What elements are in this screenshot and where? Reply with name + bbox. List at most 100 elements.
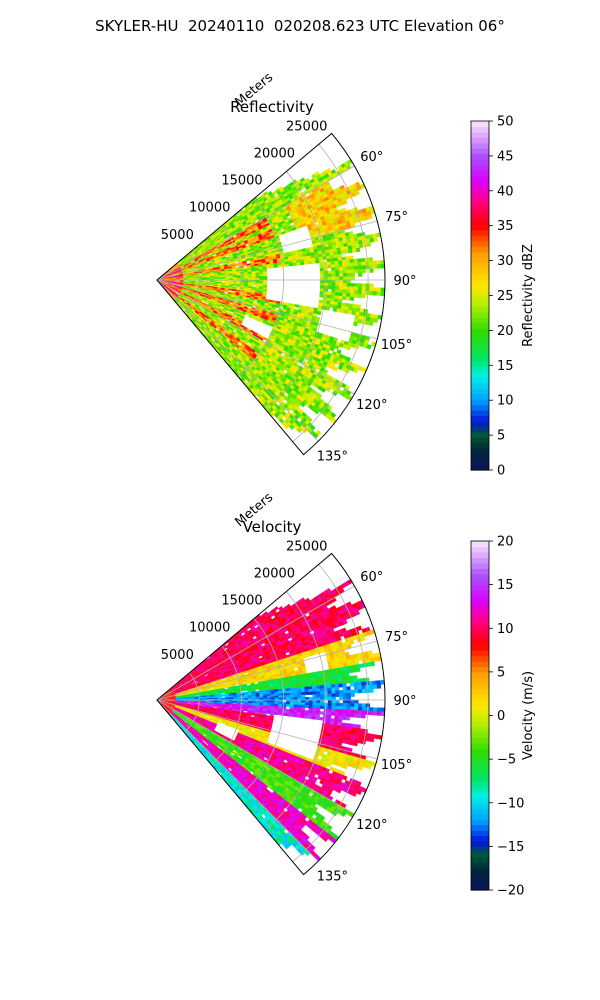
colorbar-segment: [471, 333, 489, 340]
field-cell: [316, 310, 322, 316]
field-cell: [331, 285, 336, 290]
field-cell: [360, 257, 366, 263]
field-cell: [315, 259, 320, 264]
field-cell: [338, 289, 344, 294]
field-cell: [368, 260, 374, 266]
field-cell: [277, 264, 282, 268]
field-cell: [355, 247, 361, 253]
field-cell: [330, 264, 336, 269]
colorbar-tick-label: 35: [497, 219, 514, 234]
radial-tick-label: 25000: [286, 119, 327, 134]
field-cell: [350, 283, 355, 288]
field-cell: [335, 273, 340, 278]
azimuth-tick-label: 135°: [317, 449, 348, 464]
colorbar-tick-label: 30: [497, 254, 514, 269]
field-cell: [372, 291, 378, 296]
colorbar-segment: [471, 213, 489, 220]
colorbar-segment: [471, 306, 489, 313]
field-cell: [331, 288, 336, 293]
colorbar-segment: [471, 431, 489, 438]
field-cell: [342, 282, 348, 287]
colorbar-segment: [471, 415, 489, 422]
colorbar-segment: [471, 197, 489, 204]
colorbar-segment: [471, 344, 489, 351]
colorbar-segment: [471, 410, 489, 417]
colorbar-segment: [471, 230, 489, 237]
field-cell: [228, 288, 233, 291]
field-cell: [354, 283, 359, 288]
field-cell: [263, 273, 268, 277]
colorbar-segment: [471, 382, 489, 389]
field-cell: [292, 262, 298, 266]
colorbar-segment: [471, 377, 489, 384]
field-cell: [342, 273, 348, 278]
colorbar-segment: [471, 350, 489, 357]
field-cell: [369, 283, 374, 288]
field-cell: [354, 286, 359, 291]
field-cell: [341, 295, 347, 301]
field-cell: [372, 260, 378, 266]
field-cell: [338, 266, 344, 271]
field-cell: [346, 283, 352, 288]
azimuth-tick-label: 60°: [360, 150, 383, 165]
field-cell: [335, 282, 340, 287]
field-cell: [288, 263, 294, 267]
field-cell: [353, 293, 359, 298]
colorbar-segment: [471, 186, 489, 193]
colorbar-tick-label: 15: [497, 359, 514, 374]
colorbar-segment: [471, 339, 489, 346]
field-cell: [300, 261, 305, 266]
colorbar-tick-label: 50: [497, 115, 514, 130]
field-cell: [320, 273, 325, 278]
field-cell: [327, 291, 332, 296]
field-cell: [353, 262, 359, 267]
colorbar-tick-label: 40: [497, 184, 514, 199]
azimuth-tick-label: 105°: [381, 338, 412, 353]
field-cell: [349, 259, 355, 264]
field-cell: [232, 283, 237, 286]
colorbar-segment: [471, 170, 489, 177]
field-cell: [255, 276, 260, 279]
field-cell: [346, 266, 351, 271]
field-cell: [342, 286, 348, 291]
field-cell: [361, 261, 366, 266]
field-cell: [229, 277, 234, 279]
field-cell: [343, 309, 349, 314]
field-cell: [326, 261, 332, 266]
field-cell: [251, 276, 257, 279]
field-cell: [342, 263, 347, 268]
field-cell: [242, 263, 248, 267]
field-cell: [338, 263, 343, 268]
field-cell: [346, 279, 351, 284]
field-cell: [339, 283, 344, 287]
field-cell: [259, 274, 264, 277]
colorbar-segment: [471, 164, 489, 171]
field-cell: [350, 289, 355, 295]
colorbar-label: Reflectivity dBZ: [521, 244, 536, 347]
colorbar-segment: [471, 208, 489, 215]
colorbar-segment: [471, 290, 489, 297]
azimuth-tick-label: 75°: [385, 210, 408, 225]
colorbar-segment: [471, 235, 489, 242]
field-cell: [331, 273, 336, 278]
field-cell: [361, 265, 366, 270]
field-cell: [307, 260, 313, 265]
field-cell: [319, 285, 325, 290]
velocity-panel: Velocity500010000150002000025000Meters60…: [156, 490, 536, 899]
radial-tick-label: 10000: [189, 201, 230, 216]
colorbar-segment: [471, 295, 489, 302]
field-cell: [350, 272, 355, 277]
colorbar-segment: [471, 437, 489, 444]
field-cell: [357, 265, 363, 270]
field-cell: [334, 289, 340, 293]
field-cell: [343, 276, 348, 281]
field-cell: [350, 265, 355, 271]
azimuth-tick-label: 120°: [356, 398, 387, 413]
radial-tick-label: 20000: [254, 146, 295, 161]
field-cell: [357, 286, 363, 291]
field-cell: [367, 214, 373, 220]
field-cell: [327, 276, 332, 281]
field-cell: [346, 286, 351, 291]
field-cell: [337, 257, 343, 262]
